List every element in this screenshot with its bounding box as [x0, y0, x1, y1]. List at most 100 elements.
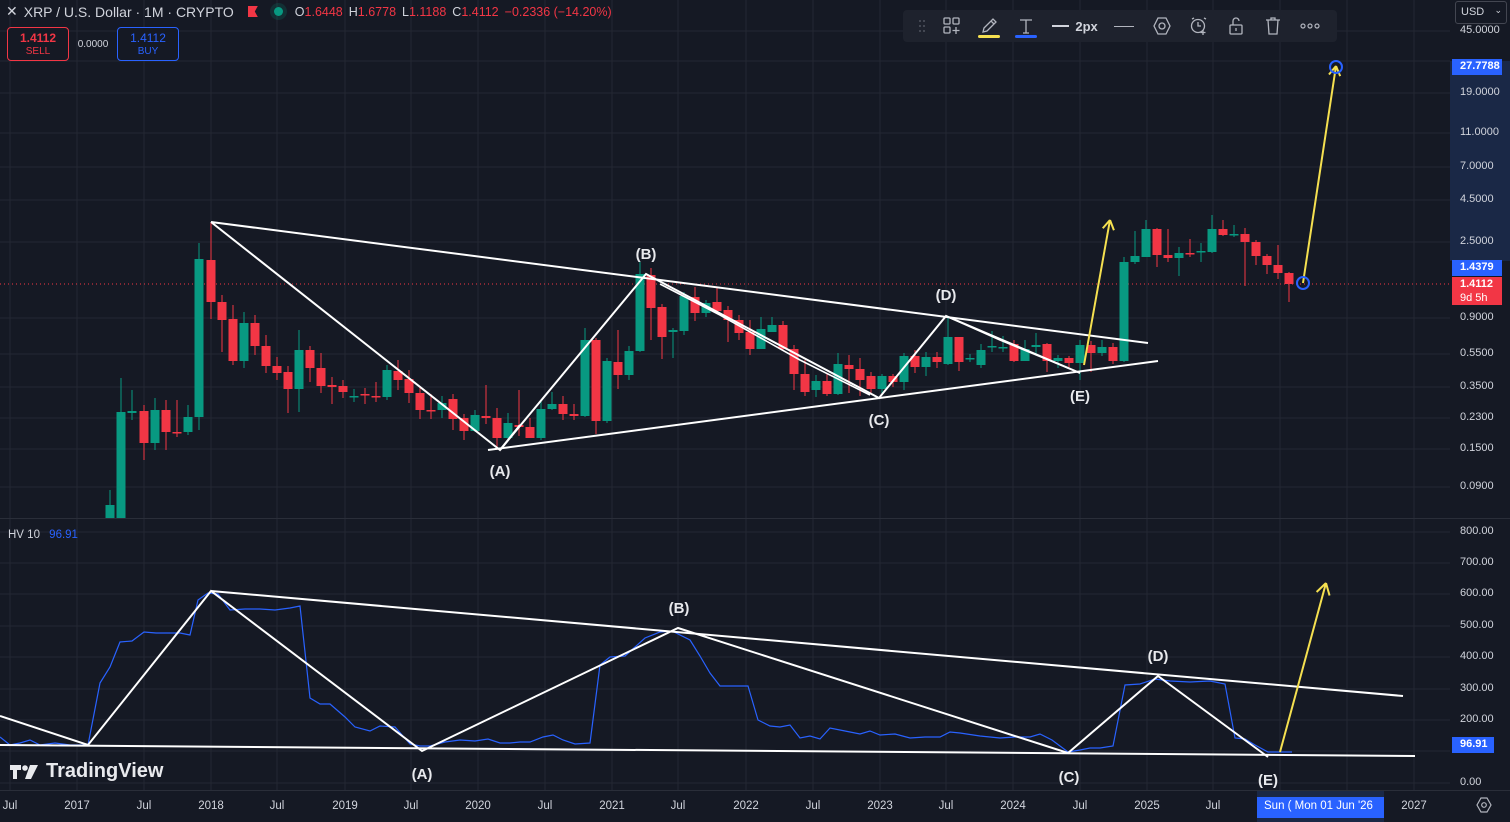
time-axis-label: Jul: [670, 800, 686, 812]
line-style-icon[interactable]: [1104, 10, 1143, 42]
ohlc-low-value: 1.1188: [408, 4, 447, 19]
line-width-label: 2px: [1075, 18, 1098, 34]
buy-button[interactable]: 1.4112 BUY: [117, 27, 179, 61]
time-axis-label: Jul: [269, 800, 285, 812]
time-axis-label: Jul: [136, 800, 152, 812]
pencil-color-swatch: [978, 35, 1001, 38]
arrow-handle-end[interactable]: [1329, 60, 1343, 74]
hv-axis-label: 300.00: [1460, 682, 1494, 694]
lock-icon[interactable]: [1218, 10, 1255, 42]
indicator-value: 96.91: [49, 529, 78, 541]
tradingview-icon: [10, 764, 38, 779]
wave-label-c: (C): [869, 412, 890, 429]
ohlc-high-value: 1.6778: [357, 4, 397, 19]
axis-highlight-range: [1450, 61, 1510, 261]
time-axis-label: Jul: [1205, 800, 1221, 812]
time-axis-label: 2027: [1401, 800, 1427, 812]
sell-button[interactable]: 1.4112 SELL: [7, 27, 69, 61]
ohlc-low-key: L: [402, 4, 409, 19]
hv-axis-label: 400.00: [1460, 650, 1494, 662]
buy-price: 1.4112: [130, 31, 166, 45]
grid: [0, 0, 1450, 790]
indicator-pane[interactable]: [0, 519, 1450, 791]
line-width-button[interactable]: 2px: [1046, 10, 1105, 42]
time-axis-label: 2021: [599, 800, 625, 812]
settings-icon[interactable]: [1476, 797, 1492, 813]
trash-icon[interactable]: [1255, 10, 1292, 42]
line-width-icon: [1052, 25, 1070, 27]
price-axis-label: 19.0000: [1460, 86, 1500, 98]
time-axis-label: 2020: [465, 800, 491, 812]
ohlc-open-value: 1.6448: [304, 4, 343, 19]
pencil-color-icon[interactable]: [972, 10, 1007, 42]
ohlc-high-key: H: [348, 4, 358, 19]
time-axis-label: Jul: [2, 800, 18, 812]
price-tag: 1.4112: [1452, 277, 1502, 293]
sell-price: 1.4112: [19, 31, 57, 45]
wave-segment-bc[interactable]: [659, 283, 871, 396]
hv-axis-label: 200.00: [1460, 713, 1494, 725]
price-axis-label: 7.0000: [1460, 160, 1494, 172]
hv-label-b: (B): [669, 600, 690, 617]
spread-value: 0.0000: [77, 38, 109, 50]
hv-value-tag: 96.91: [1452, 737, 1494, 753]
time-axis-label: Jul: [938, 800, 954, 812]
hv-label-a: (A): [412, 766, 433, 783]
add-alert-icon[interactable]: [1181, 10, 1218, 42]
symbol-header: ✕ XRP / U.S. Dollar · 1M · CRYPTO O1.644…: [6, 3, 612, 20]
projection-arrow[interactable]: [1302, 65, 1337, 284]
object-tree-icon[interactable]: [932, 10, 971, 42]
hv-trendline-upper[interactable]: [210, 590, 1404, 697]
currency-select[interactable]: USD ⌄: [1455, 1, 1507, 24]
hv-axis-label: 600.00: [1460, 587, 1494, 599]
price-tag: 1.4379: [1452, 260, 1502, 276]
sell-label: SELL: [25, 46, 51, 57]
chevron-down-icon: ⌄: [1494, 5, 1502, 15]
wave-segment-de[interactable]: [945, 315, 1081, 374]
time-axis-label: 2017: [64, 800, 90, 812]
ohlc-close-value: 1.4112: [461, 4, 499, 19]
market-status-icon: [273, 7, 283, 16]
text-color-swatch: [1015, 35, 1038, 38]
wave-label-a: (A): [490, 463, 511, 480]
wave-segment[interactable]: [499, 424, 521, 451]
hv-axis-label: 0.00: [1460, 776, 1482, 788]
time-axis-label: 2019: [332, 800, 358, 812]
hv-wave-abcde[interactable]: [0, 589, 1269, 758]
price-tag: 9d 5h: [1452, 291, 1502, 305]
symbol-title[interactable]: XRP / U.S. Dollar · 1M · CRYPTO: [23, 3, 234, 20]
time-axis-label: 2018: [198, 800, 224, 812]
hv-line[interactable]: [0, 592, 1292, 753]
time-axis-label: 2024: [1000, 800, 1026, 812]
price-axis-label: 0.1500: [1460, 442, 1494, 454]
flag-icon[interactable]: [247, 6, 258, 17]
price-axis-label: 0.3500: [1460, 380, 1494, 392]
indicator-legend[interactable]: HV 10 96.91: [8, 529, 78, 541]
drag-handle-icon[interactable]: [911, 10, 932, 42]
arrow-handle-start[interactable]: [1296, 276, 1310, 290]
ohlc-values: O1.6448 H1.6778 L1.1188 C1.4112 −0.2336 …: [295, 5, 612, 19]
hv-projection-arrow[interactable]: [1279, 582, 1327, 753]
price-axis-label: 0.9000: [1460, 311, 1494, 323]
trendline-upper[interactable]: [210, 221, 1149, 344]
buy-label: BUY: [137, 46, 159, 57]
projection-arrow[interactable]: [1083, 219, 1111, 366]
time-axis-label: Jul: [1072, 800, 1088, 812]
trendline-lower[interactable]: [487, 360, 1159, 451]
text-color-icon[interactable]: [1007, 10, 1046, 42]
hv-trendline-lower[interactable]: [0, 744, 1416, 757]
price-axis-label: 45.0000: [1460, 24, 1500, 36]
currency-label: USD: [1461, 6, 1485, 18]
hv-label-e: (E): [1258, 772, 1278, 789]
close-icon[interactable]: ✕: [6, 3, 18, 19]
trade-panel: 1.4112 SELL 0.0000 1.4112 BUY: [7, 27, 179, 61]
settings-icon[interactable]: [1143, 10, 1180, 42]
hv-label-c: (C): [1059, 769, 1080, 786]
more-icon[interactable]: [1292, 10, 1329, 42]
price-pane[interactable]: [0, 0, 1450, 518]
time-axis-label: Jul: [537, 800, 553, 812]
wave-label-b: (B): [636, 246, 657, 263]
price-axis-label: 0.2300: [1460, 411, 1494, 423]
